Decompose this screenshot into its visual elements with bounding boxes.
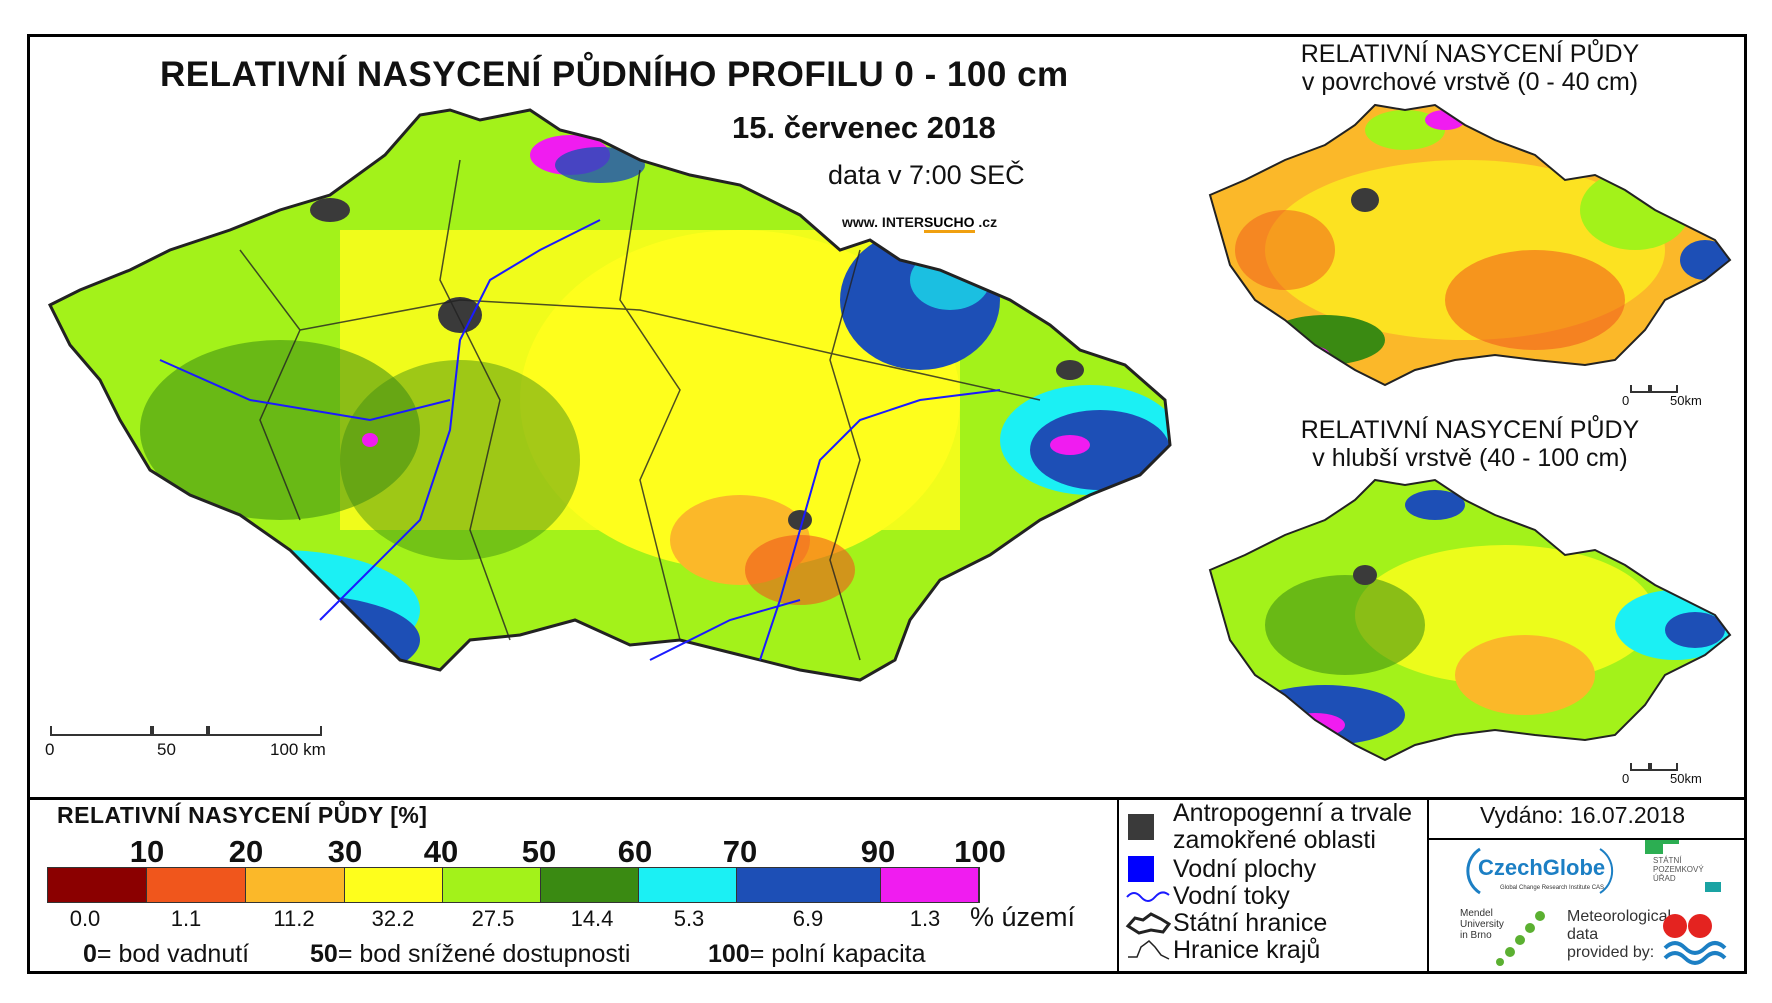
spu-mark-icon bbox=[1645, 840, 1663, 854]
legend-pct-7: 6.9 bbox=[792, 906, 824, 931]
threshold-50: 50 bbox=[521, 834, 557, 869]
czechglobe-ring-icon bbox=[1466, 847, 1614, 895]
legend-rivers: Vodní toky bbox=[1125, 883, 1290, 910]
map-title: RELATIVNÍ NASYCENÍ PŮDNÍHO PROFILU 0 - 1… bbox=[160, 55, 1069, 94]
threshold-100: 100 bbox=[954, 834, 1006, 869]
threshold-40: 40 bbox=[423, 834, 459, 869]
issued-divider bbox=[1427, 838, 1747, 840]
legend-divider-vertical-2 bbox=[1427, 797, 1429, 974]
legend-pct-3: 32.2 bbox=[371, 906, 415, 931]
legend-pct-0: 0.0 bbox=[69, 906, 101, 931]
threshold-70: 70 bbox=[722, 834, 758, 869]
legend-water-bodies: Vodní plochy bbox=[1125, 856, 1316, 883]
legend-urban-areas: Antropogenní a trvale zamokřené oblasti bbox=[1125, 800, 1412, 854]
legend-region-borders: Hranice krajů bbox=[1125, 937, 1320, 964]
surface-inset-scalebar: 0 50km bbox=[1622, 385, 1732, 415]
scale-tick-100: 100 km bbox=[270, 740, 326, 759]
legend-class-8 bbox=[881, 868, 979, 902]
website-link[interactable]: www. INTERSUCHO .cz bbox=[842, 214, 997, 233]
water-body-icon bbox=[1125, 856, 1155, 882]
mendel-logo: Mendel University in Brno bbox=[1460, 908, 1560, 970]
threshold-90: 90 bbox=[860, 834, 896, 869]
legend-pct-1: 1.1 bbox=[170, 906, 202, 931]
urban-area-icon bbox=[1125, 814, 1155, 840]
threshold-60: 60 bbox=[617, 834, 653, 869]
legend-title: RELATIVNÍ NASYCENÍ PŮDY [%] bbox=[57, 802, 428, 828]
spu-logo: STÁTNÍ POZEMKOVÝ ÚŘAD bbox=[1645, 840, 1735, 900]
legend-unit: % území bbox=[970, 902, 1076, 932]
legend-color-bar bbox=[47, 867, 980, 903]
issued-date: Vydáno: 16.07.2018 bbox=[1480, 802, 1686, 828]
scale-tick-50: 50 bbox=[157, 740, 176, 759]
main-soil-saturation-map bbox=[47, 108, 1172, 682]
surface-layer-map bbox=[1208, 103, 1732, 387]
legend-class-4 bbox=[443, 868, 541, 902]
surface-inset-title: RELATIVNÍ NASYCENÍ PŮDY v povrchové vrst… bbox=[1300, 40, 1640, 96]
legend-pct-2: 11.2 bbox=[273, 906, 315, 931]
map-date: 15. červenec 2018 bbox=[732, 110, 996, 145]
legend-divider-vertical-1 bbox=[1117, 797, 1119, 974]
legend-class-2 bbox=[246, 868, 345, 902]
state-border-icon bbox=[1125, 910, 1172, 936]
legend-class-7 bbox=[737, 868, 881, 902]
region-border-icon bbox=[1125, 937, 1171, 963]
legend-class-1 bbox=[147, 868, 246, 902]
meteo-credit: Meteorological data provided by: bbox=[1567, 908, 1672, 961]
deep-inset-scalebar: 0 50km bbox=[1622, 763, 1732, 793]
legend-state-border: Státní hranice bbox=[1125, 910, 1327, 937]
legend-pct-6: 5.3 bbox=[673, 906, 705, 931]
threshold-30: 30 bbox=[327, 834, 363, 869]
data-time: data v 7:00 SEČ bbox=[828, 160, 1025, 190]
note-wilting-point: 0= bod vadnutí bbox=[83, 940, 250, 968]
note-reduced-availability: 50= bod snížené dostupnosti bbox=[310, 940, 631, 968]
note-field-capacity: 100= polní kapacita bbox=[708, 940, 926, 968]
deep-inset-title: RELATIVNÍ NASYCENÍ PŮDY v hlubší vrstvě … bbox=[1300, 416, 1640, 472]
legend-divider bbox=[27, 797, 1747, 800]
chmi-logo-icon bbox=[1663, 914, 1727, 965]
deep-layer-map bbox=[1208, 478, 1732, 762]
legend-class-5 bbox=[541, 868, 639, 902]
legend-class-6 bbox=[639, 868, 737, 902]
scale-tick-0: 0 bbox=[45, 740, 55, 759]
legend-class-0 bbox=[48, 868, 147, 902]
river-icon bbox=[1125, 883, 1171, 909]
threshold-10: 10 bbox=[129, 834, 165, 869]
main-scalebar: 0 50 100 km bbox=[45, 726, 335, 766]
czechglobe-logo: CzechGlobe Global Change Research Instit… bbox=[1460, 843, 1620, 899]
legend-pct-5: 14.4 bbox=[570, 906, 614, 931]
legend-pct-8: 1.3 bbox=[909, 906, 941, 931]
mendel-dots-icon bbox=[1496, 911, 1545, 966]
legend-pct-4: 27.5 bbox=[471, 906, 515, 931]
threshold-20: 20 bbox=[228, 834, 264, 869]
legend-class-3 bbox=[345, 868, 443, 902]
